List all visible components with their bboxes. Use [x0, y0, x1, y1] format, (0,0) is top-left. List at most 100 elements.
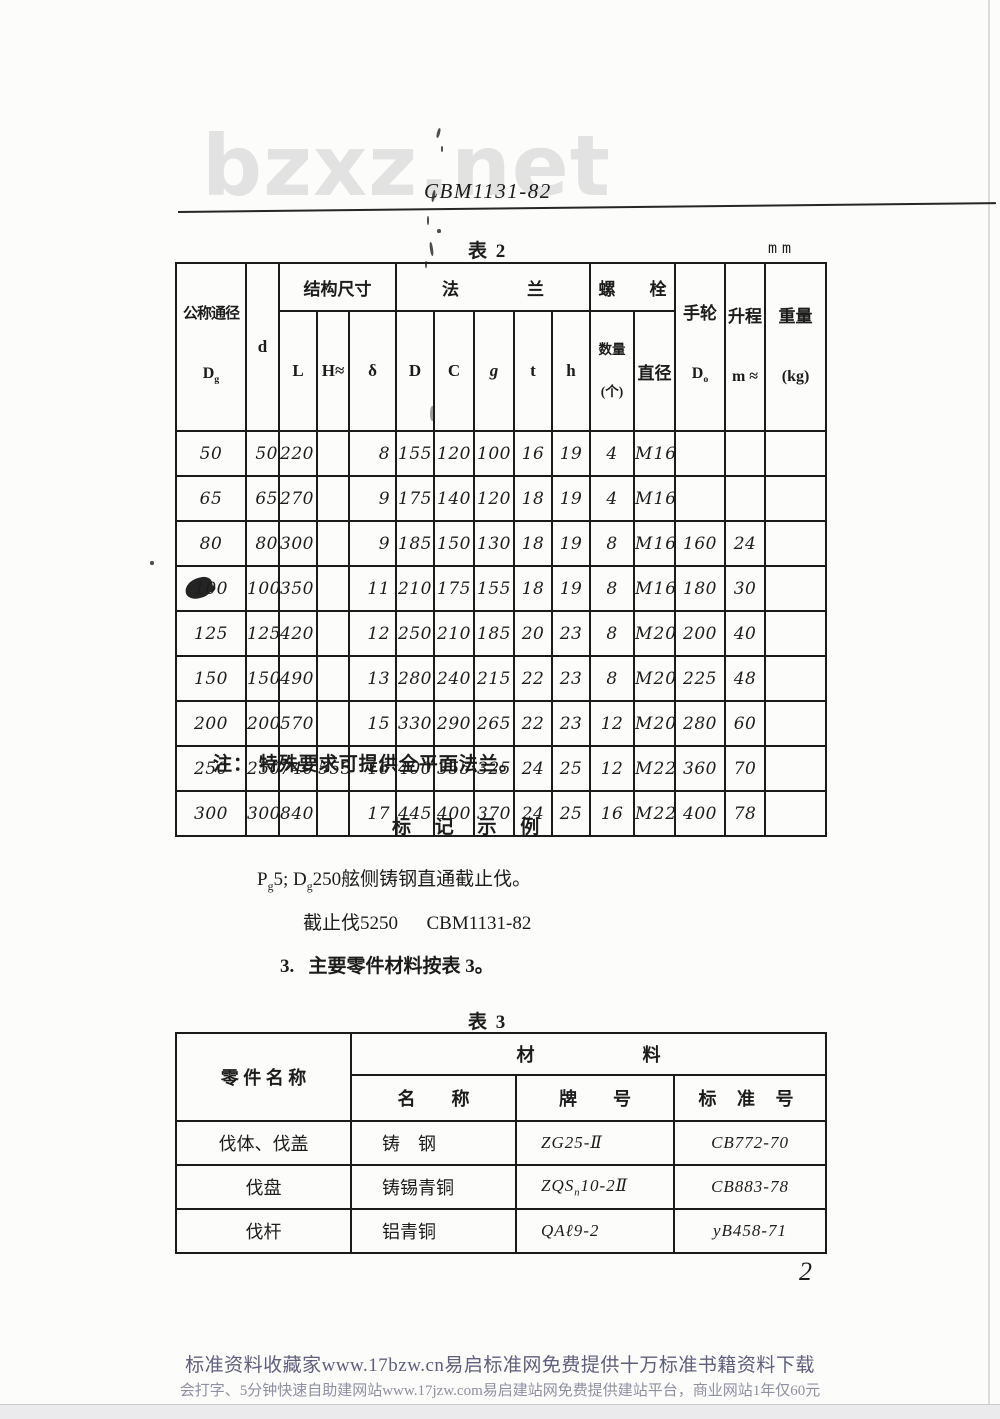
table-row: 50 50 220 8 155 120 100 16 19 4 M16: [175, 430, 828, 478]
table-cell: 9: [347, 520, 398, 568]
table-cell: [316, 520, 350, 568]
ink-smudge: [441, 146, 443, 152]
table-cell: 175: [433, 565, 476, 613]
ink-smudge: [150, 561, 154, 565]
table-cell: 9: [347, 475, 398, 523]
table2-dimensions: 公称通径 Dg d 结构尺寸 法 兰 螺 栓 手轮 Do 升程 m ≈ 重量 (: [175, 261, 828, 838]
table-cell: 16: [513, 430, 554, 478]
table-cell: M22: [633, 790, 677, 838]
table-cell: 4: [589, 430, 636, 478]
table-cell: 350: [278, 565, 318, 613]
table-cell: 120: [473, 475, 516, 523]
table-cell: 160: [674, 520, 727, 568]
sub-col-delta: δ: [347, 310, 398, 433]
col-part-name: 零 件 名 称: [175, 1032, 352, 1122]
table-cell: 50: [245, 430, 280, 478]
table-cell: 70: [724, 745, 767, 793]
table-cell: 155: [473, 565, 516, 613]
table-cell: 150: [433, 520, 476, 568]
table-cell: 125: [175, 610, 247, 658]
table2-header-row2: L H≈ δ D C g t h 数量 (个) 直径: [176, 310, 826, 433]
table-cell: [316, 475, 350, 523]
table-cell: 8: [347, 430, 398, 478]
table-cell: [764, 520, 828, 568]
table-cell: [764, 790, 828, 838]
table-cell: 78: [724, 790, 767, 838]
table-cell: 140: [433, 475, 476, 523]
table-cell: 265: [473, 700, 516, 748]
table-cell: 24: [724, 520, 767, 568]
sub-col-t: t: [513, 310, 554, 433]
table-cell: 伐盘: [175, 1164, 352, 1210]
table-cell: 100: [245, 565, 280, 613]
col-lift-label: 升程: [728, 307, 763, 327]
table-cell: [316, 790, 350, 838]
table-cell: 300: [278, 520, 318, 568]
col-lift-symbol: m ≈: [731, 368, 759, 386]
table-cell: [764, 565, 828, 613]
col-handwheel-symbol: Do: [691, 365, 709, 386]
table-row: 65 65 270 9 175 140 120 18 19 4 M16: [175, 475, 828, 523]
page-number: 2: [799, 1257, 812, 1286]
sub-col-H: H≈: [316, 310, 350, 433]
table-cell: 185: [473, 610, 516, 658]
table-cell: [764, 430, 828, 478]
table-cell: 30: [724, 565, 767, 613]
sub-col-g: g: [473, 310, 516, 433]
footer-line1: 标准资料收藏家www.17bzw.cn易启标准网免费提供十万标准书籍资料下载: [185, 1355, 815, 1376]
table-cell: 155: [395, 430, 436, 478]
table-cell: 铝青铜: [350, 1208, 517, 1254]
table-cell: ZQSn10-2Ⅱ: [515, 1164, 675, 1210]
col-nominal-diameter: 公称通径 Dg: [175, 261, 247, 433]
table-cell: [316, 565, 350, 613]
table-cell: 23: [551, 655, 592, 703]
table-cell: 280: [674, 700, 727, 748]
table-cell: 12: [589, 700, 636, 748]
table-row: 250 250 740 553 16 400 355 325 24 25 12 M22 360 70: [175, 745, 828, 793]
table-cell: 8: [589, 655, 636, 703]
table-cell: QAℓ9-2: [515, 1208, 675, 1254]
sub-col-material-name: 名 称: [350, 1074, 517, 1122]
table-cell: 120: [433, 430, 476, 478]
table-cell: 150: [245, 655, 280, 703]
table-cell: 19: [551, 430, 592, 478]
table-row: 80 80 300 9 185 150 130 18 19 8 M16 160 24: [175, 520, 828, 568]
table-cell: 50: [175, 430, 247, 478]
table-cell: 420: [278, 610, 318, 658]
table-cell: [674, 430, 727, 478]
table-cell: 445: [395, 790, 436, 838]
group-structure-dims: 结构尺寸: [277, 261, 398, 313]
table-cell: 175: [395, 475, 436, 523]
table-cell: [764, 745, 828, 793]
table-cell: ZG25-Ⅱ: [515, 1120, 675, 1166]
table-cell: CB883-78: [672, 1164, 828, 1210]
table-cell: 25: [551, 745, 592, 793]
ink-smudge: [429, 241, 434, 257]
table-cell: 100: [175, 565, 247, 613]
table-cell: 300: [245, 790, 280, 838]
table-cell: [674, 475, 727, 523]
table-cell: 23: [551, 610, 592, 658]
table-cell: 16: [589, 790, 636, 838]
table-cell: 15: [347, 700, 398, 748]
table-cell: 22: [513, 655, 554, 703]
table-row: 150 150 490 13 280 240 215 22 23 8 M20 225 48: [175, 655, 828, 703]
table-cell: [764, 610, 828, 658]
table-cell: 270: [278, 475, 318, 523]
table-cell: 16: [347, 745, 398, 793]
table-cell: M16: [633, 475, 677, 523]
table-cell: 17: [347, 790, 398, 838]
table-cell: 8: [589, 520, 636, 568]
table-cell: 400: [395, 745, 436, 793]
table-cell: [724, 430, 767, 478]
table-cell: 40: [724, 610, 767, 658]
sub-col-h: h: [551, 310, 592, 433]
table-cell: [764, 700, 828, 748]
section-3-text: 3. 主要零件材料按表 3。: [280, 956, 494, 977]
table-row: 伐盘 铸锡青铜 ZQSn10-2Ⅱ CB883-78: [175, 1164, 828, 1210]
table-cell: 225: [674, 655, 727, 703]
table-cell: M20: [633, 610, 677, 658]
table-cell: 18: [513, 565, 554, 613]
table-cell: [316, 430, 350, 478]
col-weight-label: 重量: [778, 307, 813, 327]
